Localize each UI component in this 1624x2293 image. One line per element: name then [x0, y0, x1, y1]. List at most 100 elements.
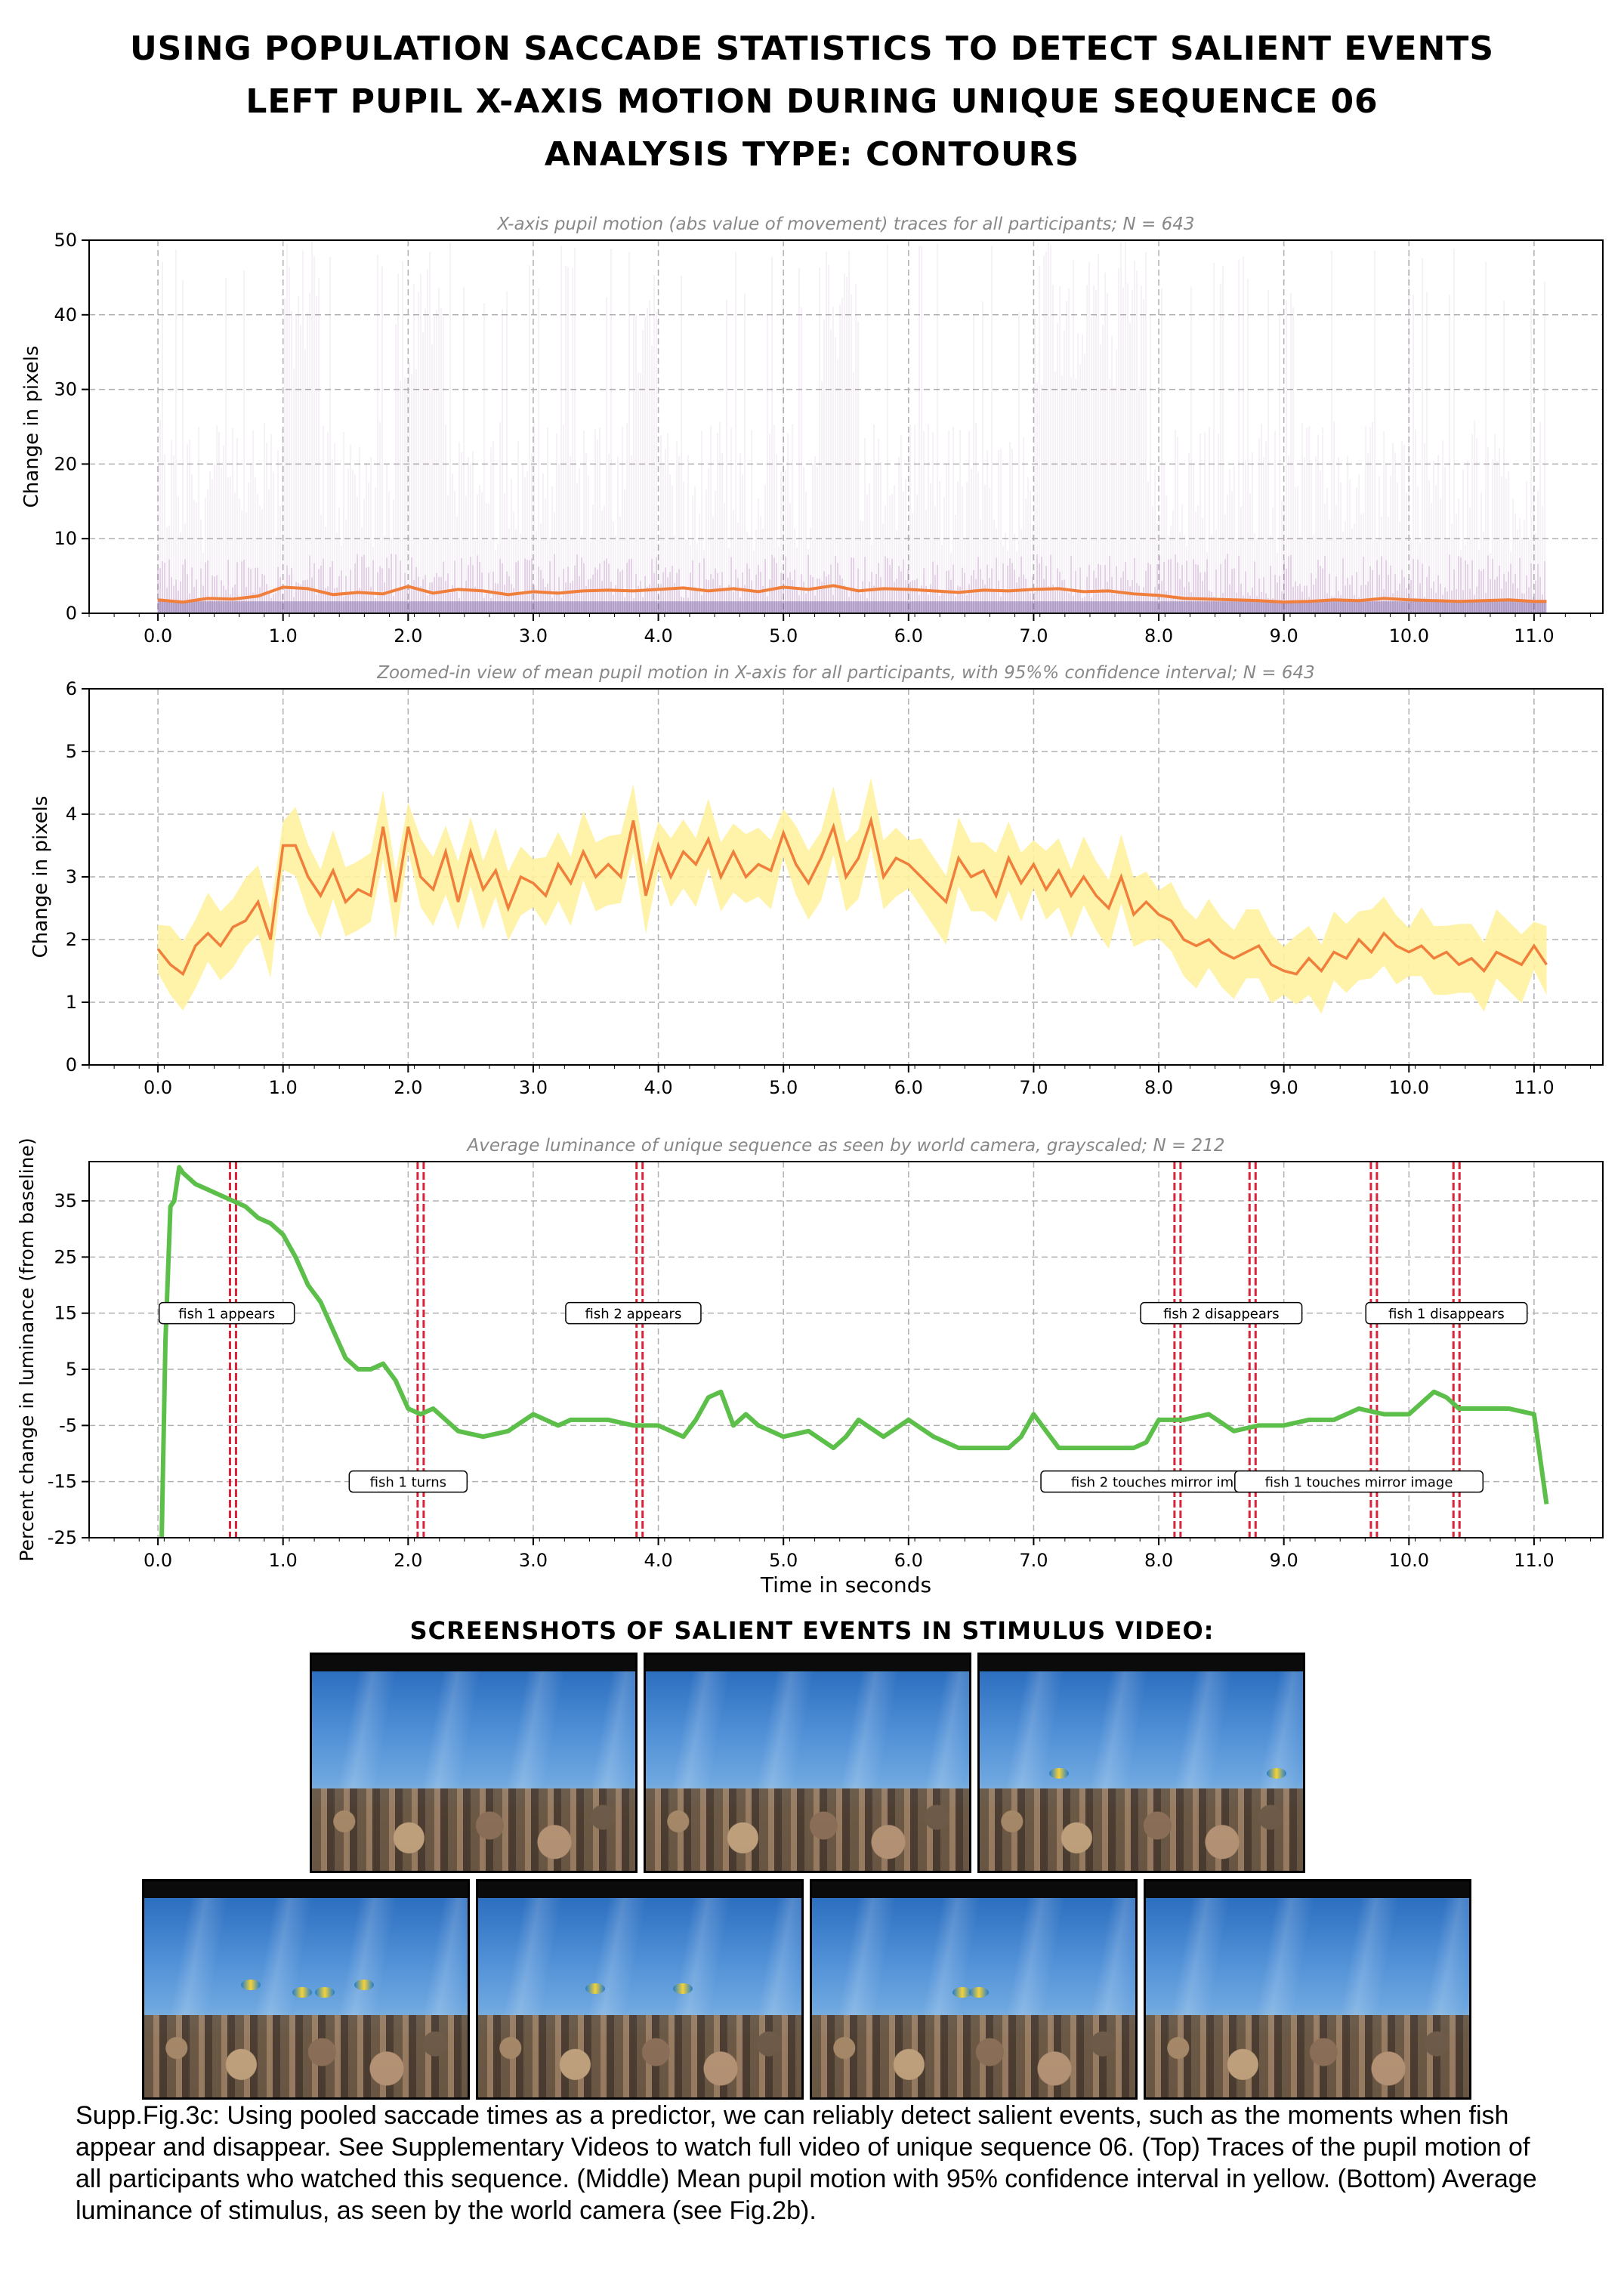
x-tick-label: 9.0 — [1270, 1077, 1298, 1098]
x-tick-label: 7.0 — [1019, 1550, 1048, 1571]
event-annotation: fish 2 disappears — [1140, 1301, 1303, 1325]
screenshot-2 — [644, 1653, 971, 1873]
confidence-band — [158, 777, 1547, 1014]
x-tick-label: 10.0 — [1389, 1077, 1429, 1098]
x-tick-label: 8.0 — [1144, 1077, 1173, 1098]
y-tick-label: 0 — [66, 603, 77, 624]
x-tick-label: 3.0 — [519, 625, 548, 647]
participant-traces — [157, 240, 1546, 613]
y-tick-label: 15 — [54, 1303, 77, 1324]
annotation-box — [348, 1470, 468, 1493]
fish-icon — [673, 1983, 693, 1994]
x-tick-label: 2.0 — [394, 625, 422, 647]
y-tick-label: 6 — [66, 678, 77, 699]
annotation-label: fish 2 appears — [585, 1307, 682, 1322]
annotation-label: fish 2 disappears — [1163, 1307, 1280, 1322]
x-tick-label: 11.0 — [1514, 625, 1554, 647]
x-tick-label: 5.0 — [769, 1077, 798, 1098]
annotation-box — [1365, 1301, 1528, 1325]
plot-frame — [88, 1161, 1604, 1538]
x-tick-label: 5.0 — [769, 625, 798, 647]
x-tick-label: 1.0 — [269, 1550, 298, 1571]
y-axis-label: Percent change in luminance (from baseli… — [16, 1137, 38, 1561]
x-tick-label: 4.0 — [644, 1550, 672, 1571]
x-tick-label: 6.0 — [894, 1077, 923, 1098]
dense-trace-band — [158, 601, 1547, 613]
title-line-3: Analysis type: contours — [544, 135, 1080, 174]
x-tick-label: 3.0 — [519, 1077, 548, 1098]
x-tick-label: 0.0 — [144, 625, 172, 647]
annotation-label: fish 1 touches mirror image — [1265, 1475, 1453, 1491]
annotation-box — [1140, 1301, 1303, 1325]
x-tick-label: 6.0 — [894, 1550, 923, 1571]
mean-line — [156, 815, 1548, 977]
chart-title: Zoomed-in view of mean pupil motion in X… — [376, 663, 1315, 683]
x-tick-label: 9.0 — [1270, 1550, 1298, 1571]
fish-icon — [354, 1980, 374, 1990]
x-tick-label: 11.0 — [1514, 1077, 1554, 1098]
x-tick-label: 11.0 — [1514, 1550, 1554, 1571]
screenshot-3 — [977, 1653, 1305, 1873]
plot-frame — [88, 239, 1604, 614]
screenshots-title: Screenshots of salient events in stimulu… — [409, 1616, 1215, 1645]
x-tick-label: 2.0 — [394, 1077, 422, 1098]
annotation-label: fish 1 appears — [178, 1307, 275, 1322]
x-tick-label: 5.0 — [769, 1550, 798, 1571]
screenshot-4 — [142, 1879, 470, 2100]
y-tick-label: 10 — [54, 528, 77, 549]
chart-2: Zoomed-in view of mean pupil motion in X… — [29, 663, 1604, 1098]
fish-icon — [241, 1980, 261, 1990]
fish-icon — [952, 1987, 972, 1998]
x-tick-label: 7.0 — [1019, 625, 1048, 647]
y-tick-label: 30 — [54, 379, 77, 400]
x-tick-label: 7.0 — [1019, 1077, 1048, 1098]
event-annotation: fish 1 disappears — [1365, 1301, 1528, 1325]
mean-trace-line — [157, 584, 1547, 604]
x-tick-label: 0.0 — [144, 1077, 172, 1098]
fish-icon — [585, 1983, 605, 1994]
event-annotation: fish 2 appears — [565, 1301, 702, 1325]
screenshot-1 — [310, 1653, 638, 1873]
x-tick-label: 4.0 — [644, 1077, 672, 1098]
y-tick-label: 5 — [66, 1359, 77, 1380]
x-tick-label: 0.0 — [144, 1550, 172, 1571]
screenshot-6 — [810, 1879, 1138, 2100]
y-tick-label: -25 — [48, 1527, 77, 1548]
x-tick-label: 2.0 — [394, 1550, 422, 1571]
fish-icon — [1267, 1768, 1286, 1779]
y-tick-label: 20 — [54, 453, 77, 474]
y-axis-label: Change in pixels — [29, 796, 52, 958]
annotation-box — [1234, 1470, 1484, 1493]
event-annotation: fish 1 touches mirror image — [1234, 1470, 1484, 1493]
x-tick-label: 10.0 — [1389, 625, 1429, 647]
y-tick-label: -15 — [48, 1471, 77, 1492]
title-line-1: Using population saccade statistics to d… — [129, 29, 1495, 68]
fish-icon — [315, 1987, 335, 1998]
annotation-label: fish 1 disappears — [1388, 1307, 1505, 1322]
chart-3: Average luminance of unique sequence as … — [16, 1136, 1604, 1597]
screenshot-7 — [1144, 1879, 1471, 2100]
charts-canvas: X-axis pupil motion (abs value of moveme… — [16, 214, 1604, 1597]
y-tick-label: 2 — [66, 929, 77, 950]
chart-1: X-axis pupil motion (abs value of moveme… — [20, 214, 1604, 647]
figure-caption: Supp.Fig.3c: Using pooled saccade times … — [76, 2101, 1537, 2225]
figure-title: Using population saccade statistics to d… — [0, 23, 1624, 181]
y-tick-label: 0 — [66, 1054, 77, 1076]
y-tick-label: 35 — [54, 1190, 77, 1211]
annotation-label: fish 2 touches mirror image — [1071, 1475, 1259, 1491]
x-axis-label: Time in seconds — [760, 1572, 931, 1597]
event-annotation: fish 2 touches mirror image — [1040, 1470, 1290, 1493]
y-tick-label: 50 — [54, 230, 77, 251]
x-tick-label: 3.0 — [519, 1550, 548, 1571]
y-tick-label: 4 — [66, 804, 77, 825]
y-tick-label: 25 — [54, 1246, 77, 1267]
event-annotation: fish 1 appears — [158, 1301, 295, 1325]
fish-icon — [1049, 1768, 1069, 1779]
y-tick-label: -5 — [59, 1415, 77, 1436]
chart-title: Average luminance of unique sequence as … — [466, 1136, 1225, 1156]
y-tick-label: 40 — [54, 304, 77, 326]
x-tick-label: 1.0 — [269, 1077, 298, 1098]
chart-title: X-axis pupil motion (abs value of moveme… — [497, 214, 1195, 234]
annotation-box — [565, 1301, 702, 1325]
x-tick-label: 4.0 — [644, 625, 672, 647]
